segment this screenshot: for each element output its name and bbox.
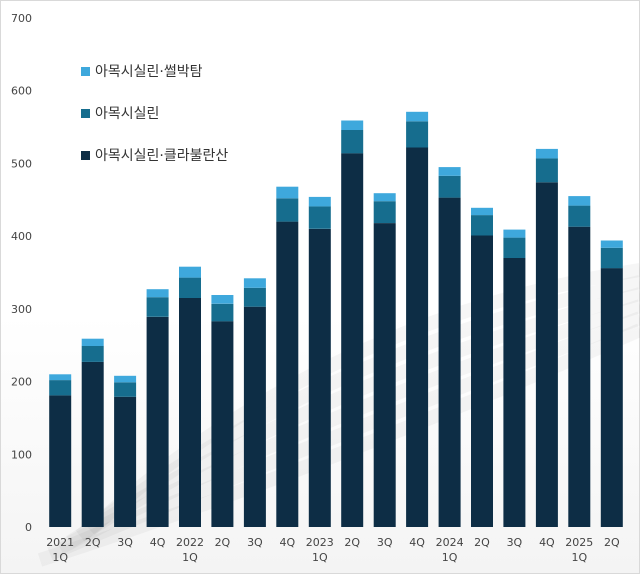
legend-label: 아목시실린	[95, 106, 159, 122]
bar-segment-series-2-cat-8	[308, 196, 331, 207]
bar-segment-series-1-cat-4	[179, 277, 201, 298]
bar-segment-series-0-cat-2	[114, 396, 137, 527]
bar-segment-series-0-cat-5	[211, 321, 234, 527]
x-tick-label: 2024	[436, 536, 464, 549]
bars	[49, 111, 623, 528]
bar-segment-series-2-cat-15	[535, 148, 558, 159]
bar-segment-series-0-cat-12	[438, 197, 461, 527]
bar-segment-series-1-cat-17	[600, 247, 623, 269]
bar-segment-series-2-cat-14	[503, 229, 526, 238]
bar-segment-series-2-cat-3	[146, 289, 169, 298]
legend-swatch	[81, 67, 90, 76]
x-tick-label: 2025	[565, 536, 593, 549]
legend-label: 아목시실린·클라불란산	[95, 148, 228, 164]
bar-segment-series-0-cat-13	[471, 235, 493, 527]
bar-segment-series-1-cat-0	[49, 380, 72, 396]
bar-segment-series-0-cat-11	[406, 147, 429, 527]
bar-segment-series-2-cat-2	[114, 375, 137, 383]
x-tick-label: 2Q	[344, 536, 360, 549]
bar-segment-series-2-cat-13	[471, 207, 493, 216]
bar-segment-series-0-cat-9	[341, 153, 364, 527]
bar-segment-series-2-cat-1	[81, 338, 104, 346]
bar-segment-series-2-cat-12	[438, 167, 461, 176]
bar-segment-series-2-cat-10	[373, 193, 396, 202]
x-tick-label: 2Q	[474, 536, 490, 549]
bar-segment-series-1-cat-14	[503, 237, 526, 258]
y-tick-label: 200	[11, 376, 32, 389]
legend-label: 아목시실린·썰박탐	[95, 64, 203, 80]
x-tick-label: 1Q	[52, 551, 68, 564]
y-axis: 0 100 200 300 400 500 600 700	[11, 12, 32, 534]
bar-segment-series-1-cat-11	[406, 121, 429, 148]
bar-segment-series-1-cat-6	[243, 287, 266, 307]
bar-segment-series-2-cat-9	[341, 120, 364, 130]
x-tick-label: 4Q	[409, 536, 425, 549]
legend-swatch	[81, 109, 90, 118]
bar-segment-series-2-cat-16	[568, 196, 591, 206]
bar-segment-series-1-cat-13	[471, 215, 493, 236]
x-tick-label: 2021	[46, 536, 74, 549]
bar-segment-series-0-cat-10	[373, 223, 396, 527]
x-tick-label: 1Q	[571, 551, 587, 564]
bar-segment-series-0-cat-17	[600, 268, 623, 527]
bar-segment-series-1-cat-12	[438, 175, 461, 198]
bar-segment-series-2-cat-6	[243, 278, 266, 288]
bar-segment-series-0-cat-0	[49, 395, 72, 527]
y-tick-label: 0	[25, 521, 32, 534]
bar-segment-series-0-cat-16	[568, 226, 591, 527]
x-axis: 2021 1Q 2Q 3Q 4Q 2022 1Q 2Q 3Q 4Q 2023 1Q 2Q 3Q 4Q 2024…	[46, 536, 620, 564]
bar-segment-series-2-cat-7	[276, 186, 299, 199]
bar-segment-series-1-cat-15	[535, 158, 558, 183]
y-tick-label: 500	[11, 157, 32, 170]
x-tick-label: 3Q	[117, 536, 133, 549]
y-tick-label: 400	[11, 230, 32, 243]
bar-segment-series-1-cat-8	[308, 206, 331, 229]
bar-segment-series-1-cat-1	[81, 345, 104, 362]
x-tick-label: 3Q	[247, 536, 263, 549]
x-tick-label: 2Q	[604, 536, 620, 549]
bar-segment-series-1-cat-9	[341, 130, 364, 154]
bar-segment-series-1-cat-3	[146, 297, 169, 317]
bar-segment-series-0-cat-4	[179, 297, 201, 527]
x-tick-label: 3Q	[377, 536, 393, 549]
x-tick-label: 3Q	[507, 536, 523, 549]
bar-segment-series-1-cat-16	[568, 205, 591, 227]
x-tick-label: 1Q	[182, 551, 198, 564]
y-tick-label: 700	[11, 12, 32, 25]
bar-segment-series-0-cat-3	[146, 316, 169, 527]
y-tick-label: 600	[11, 85, 32, 98]
bar-segment-series-0-cat-1	[81, 361, 104, 527]
bar-segment-series-0-cat-6	[243, 306, 266, 527]
bar-segment-series-0-cat-15	[535, 182, 558, 528]
x-tick-label: 2Q	[85, 536, 101, 549]
x-tick-label: 4Q	[150, 536, 166, 549]
legend-swatch	[81, 151, 90, 160]
bar-segment-series-2-cat-5	[211, 295, 234, 304]
bar-segment-series-2-cat-4	[179, 266, 201, 278]
bar-segment-series-2-cat-11	[406, 111, 429, 122]
y-tick-label: 300	[11, 303, 32, 316]
x-tick-label: 2Q	[215, 536, 231, 549]
bar-segment-series-1-cat-10	[373, 201, 396, 223]
x-tick-label: 4Q	[279, 536, 295, 549]
bar-segment-series-1-cat-5	[211, 303, 234, 322]
x-tick-label: 4Q	[539, 536, 555, 549]
bar-segment-series-0-cat-7	[276, 221, 299, 527]
bar-segment-series-2-cat-17	[600, 240, 623, 248]
x-tick-label: 2022	[176, 536, 204, 549]
bar-segment-series-1-cat-2	[114, 382, 137, 397]
x-tick-label: 1Q	[442, 551, 458, 564]
y-tick-label: 100	[11, 448, 32, 461]
bar-segment-series-2-cat-0	[49, 374, 72, 381]
x-tick-label: 1Q	[312, 551, 328, 564]
bar-segment-series-1-cat-7	[276, 198, 299, 222]
x-tick-label: 2023	[306, 536, 334, 549]
bar-segment-series-0-cat-8	[308, 228, 331, 527]
bar-segment-series-0-cat-14	[503, 258, 526, 527]
